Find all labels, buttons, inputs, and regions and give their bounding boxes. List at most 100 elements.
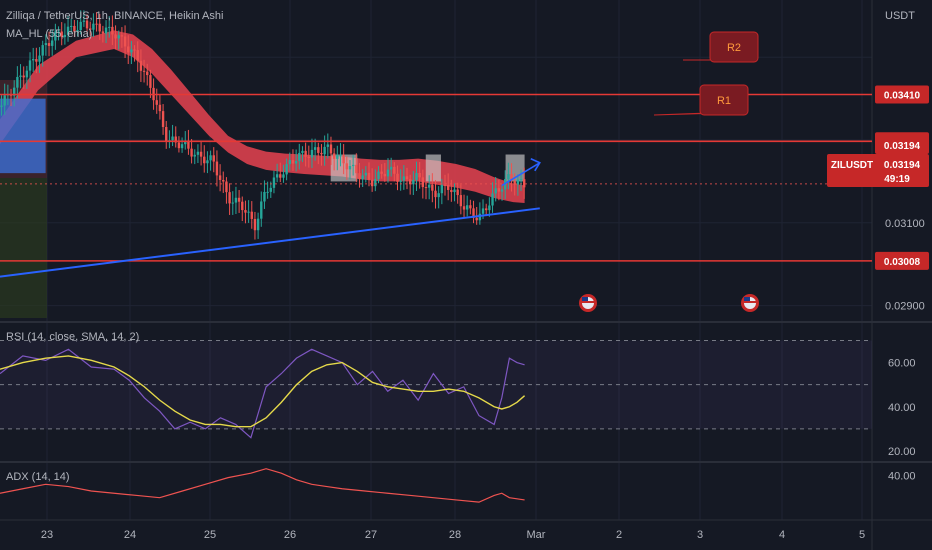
rsi-pane <box>0 339 872 439</box>
projection-arrow-line <box>501 162 541 187</box>
candle-body <box>117 35 120 39</box>
candle-body <box>345 163 349 170</box>
price-axis[interactable]: 0.02900 0.03100 20.00 40.00 60.00 40.00 <box>885 218 925 483</box>
candle-body <box>193 154 196 157</box>
candle-body <box>266 191 269 193</box>
candle-body <box>453 189 456 193</box>
candle-body <box>149 75 152 88</box>
candle-body <box>418 172 421 178</box>
candle-body <box>440 184 444 194</box>
adx-legend[interactable]: ADX (14, 14) <box>6 471 70 483</box>
level-price-box <box>875 251 929 270</box>
adx-tick-label: 40.00 <box>888 470 916 482</box>
candle-body <box>383 173 387 177</box>
candle-body <box>434 190 437 198</box>
time-tick-label: 24 <box>124 529 136 541</box>
candle-body <box>66 26 70 35</box>
candle-body <box>269 187 272 192</box>
candle-body <box>237 197 241 202</box>
candle-body <box>225 181 228 193</box>
last-price-label: 0.03194 <box>884 141 921 152</box>
candle-body <box>450 189 453 193</box>
ma-legend[interactable]: MA_HL (55, ema) <box>6 28 93 40</box>
candle-body <box>146 71 149 76</box>
candle-body <box>427 184 431 188</box>
rsi-legend[interactable]: RSI (14, close, SMA, 14, 2) <box>6 331 140 343</box>
candle-body <box>22 75 25 78</box>
candle-body <box>190 148 193 157</box>
trendline-group <box>0 158 541 278</box>
time-tick-label: Mar <box>527 529 546 541</box>
candle-body <box>478 213 482 221</box>
rsi-line <box>0 348 525 439</box>
candle-body <box>396 173 399 182</box>
level-price-label: 0.03410 <box>884 91 921 102</box>
candle-body <box>459 195 463 207</box>
candle-body <box>402 176 406 181</box>
candle-body <box>446 184 450 190</box>
candle-body <box>3 95 6 106</box>
candle-body <box>70 25 73 27</box>
candle-body <box>133 49 136 51</box>
candle-body <box>158 104 162 112</box>
candle-body <box>108 26 111 28</box>
candle-body <box>389 166 393 170</box>
candle-body <box>228 192 231 204</box>
candle-body <box>98 23 101 32</box>
candle-body <box>104 27 108 34</box>
candle-body <box>177 142 181 149</box>
candle-body <box>73 25 76 32</box>
green-zone <box>0 178 47 318</box>
candle-body <box>263 191 266 202</box>
candle-body <box>497 188 501 192</box>
candle-body <box>136 50 139 61</box>
adx-pane <box>0 468 525 503</box>
event-flags[interactable] <box>579 294 759 312</box>
annotations[interactable]: R2 R1 <box>653 31 759 116</box>
callout-label: R1 <box>717 95 731 107</box>
time-tick-label: 23 <box>41 529 53 541</box>
candle-body <box>484 208 488 211</box>
candle-body <box>247 211 250 213</box>
candle-body <box>111 26 114 35</box>
rsi-tick-label: 20.00 <box>888 446 916 458</box>
candle-body <box>491 193 494 206</box>
candle-body <box>256 218 260 231</box>
candle-body <box>234 197 238 203</box>
candle-body <box>507 174 510 180</box>
candle-body <box>209 155 212 161</box>
level-price-box <box>875 85 929 104</box>
candle-body <box>44 43 48 46</box>
candle-body <box>519 179 523 181</box>
candle-body <box>275 174 279 178</box>
candle-body <box>19 75 22 77</box>
candle-body <box>161 111 165 127</box>
candle-body <box>76 30 79 32</box>
candle-body <box>481 208 485 214</box>
candle-body <box>272 177 276 188</box>
candle-body <box>523 179 526 188</box>
candle-body <box>358 173 361 180</box>
candle-body <box>282 174 285 178</box>
candle-body <box>415 172 418 180</box>
adx-line <box>0 468 525 503</box>
candle-body <box>63 34 67 38</box>
price-badges: 0.03194 ZILUSDT 0.03194 49:19 <box>827 137 929 187</box>
candle-body <box>250 211 253 219</box>
candle-body <box>142 70 146 72</box>
time-axis[interactable]: 23 24 25 26 27 28 Mar 2 3 4 5 <box>41 529 865 541</box>
candle-body <box>310 149 314 158</box>
candle-body <box>462 206 466 210</box>
symbol-title[interactable]: Zilliqa / TetherUS, 1h, BINANCE, Heikin … <box>6 10 224 22</box>
candle-body <box>244 210 247 213</box>
candle-body <box>57 31 60 33</box>
candle-body <box>253 218 257 231</box>
candle-body <box>469 205 472 209</box>
ticker-badge <box>827 154 929 187</box>
candle-body <box>516 179 520 185</box>
time-tick-label: 4 <box>779 529 785 541</box>
candle-body <box>443 184 447 186</box>
